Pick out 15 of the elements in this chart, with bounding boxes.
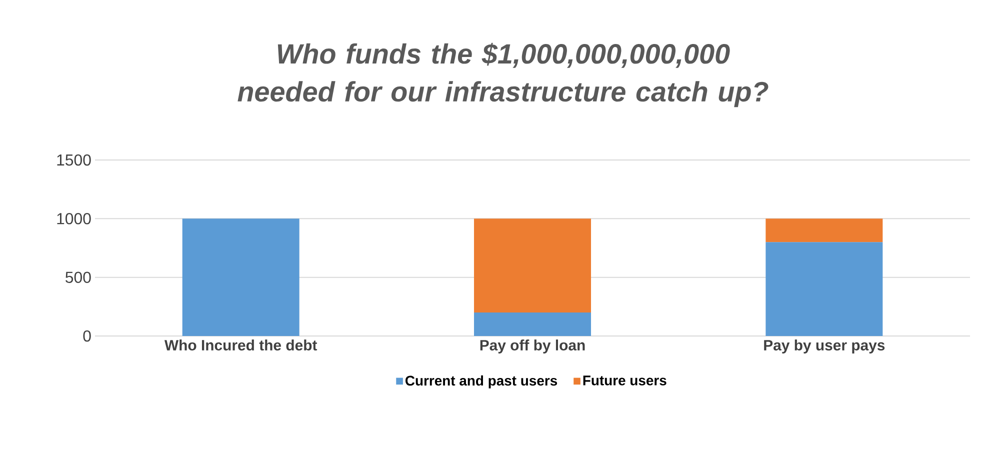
bar xyxy=(474,218,592,313)
legend-label: Future users xyxy=(583,376,666,386)
legend-label: Current and past users xyxy=(406,375,558,388)
y-tick-label: 1000 xyxy=(57,213,91,224)
y-tick-label: 0 xyxy=(83,330,91,342)
bar xyxy=(766,218,883,242)
bar xyxy=(182,218,300,336)
x-tick-label: Who Incured the debt xyxy=(164,340,318,350)
x-tick-label: Pay off by loan xyxy=(480,340,585,354)
chart-title: Who funds the $1,000,000,000,000 needed for our infrastructure catch up? xyxy=(238,42,768,108)
bar xyxy=(474,312,592,336)
y-tick-label: 1500 xyxy=(57,154,91,166)
y-tick-label: 500 xyxy=(66,272,91,283)
bar xyxy=(766,242,883,336)
x-tick-label: Pay by user pays xyxy=(764,340,885,354)
